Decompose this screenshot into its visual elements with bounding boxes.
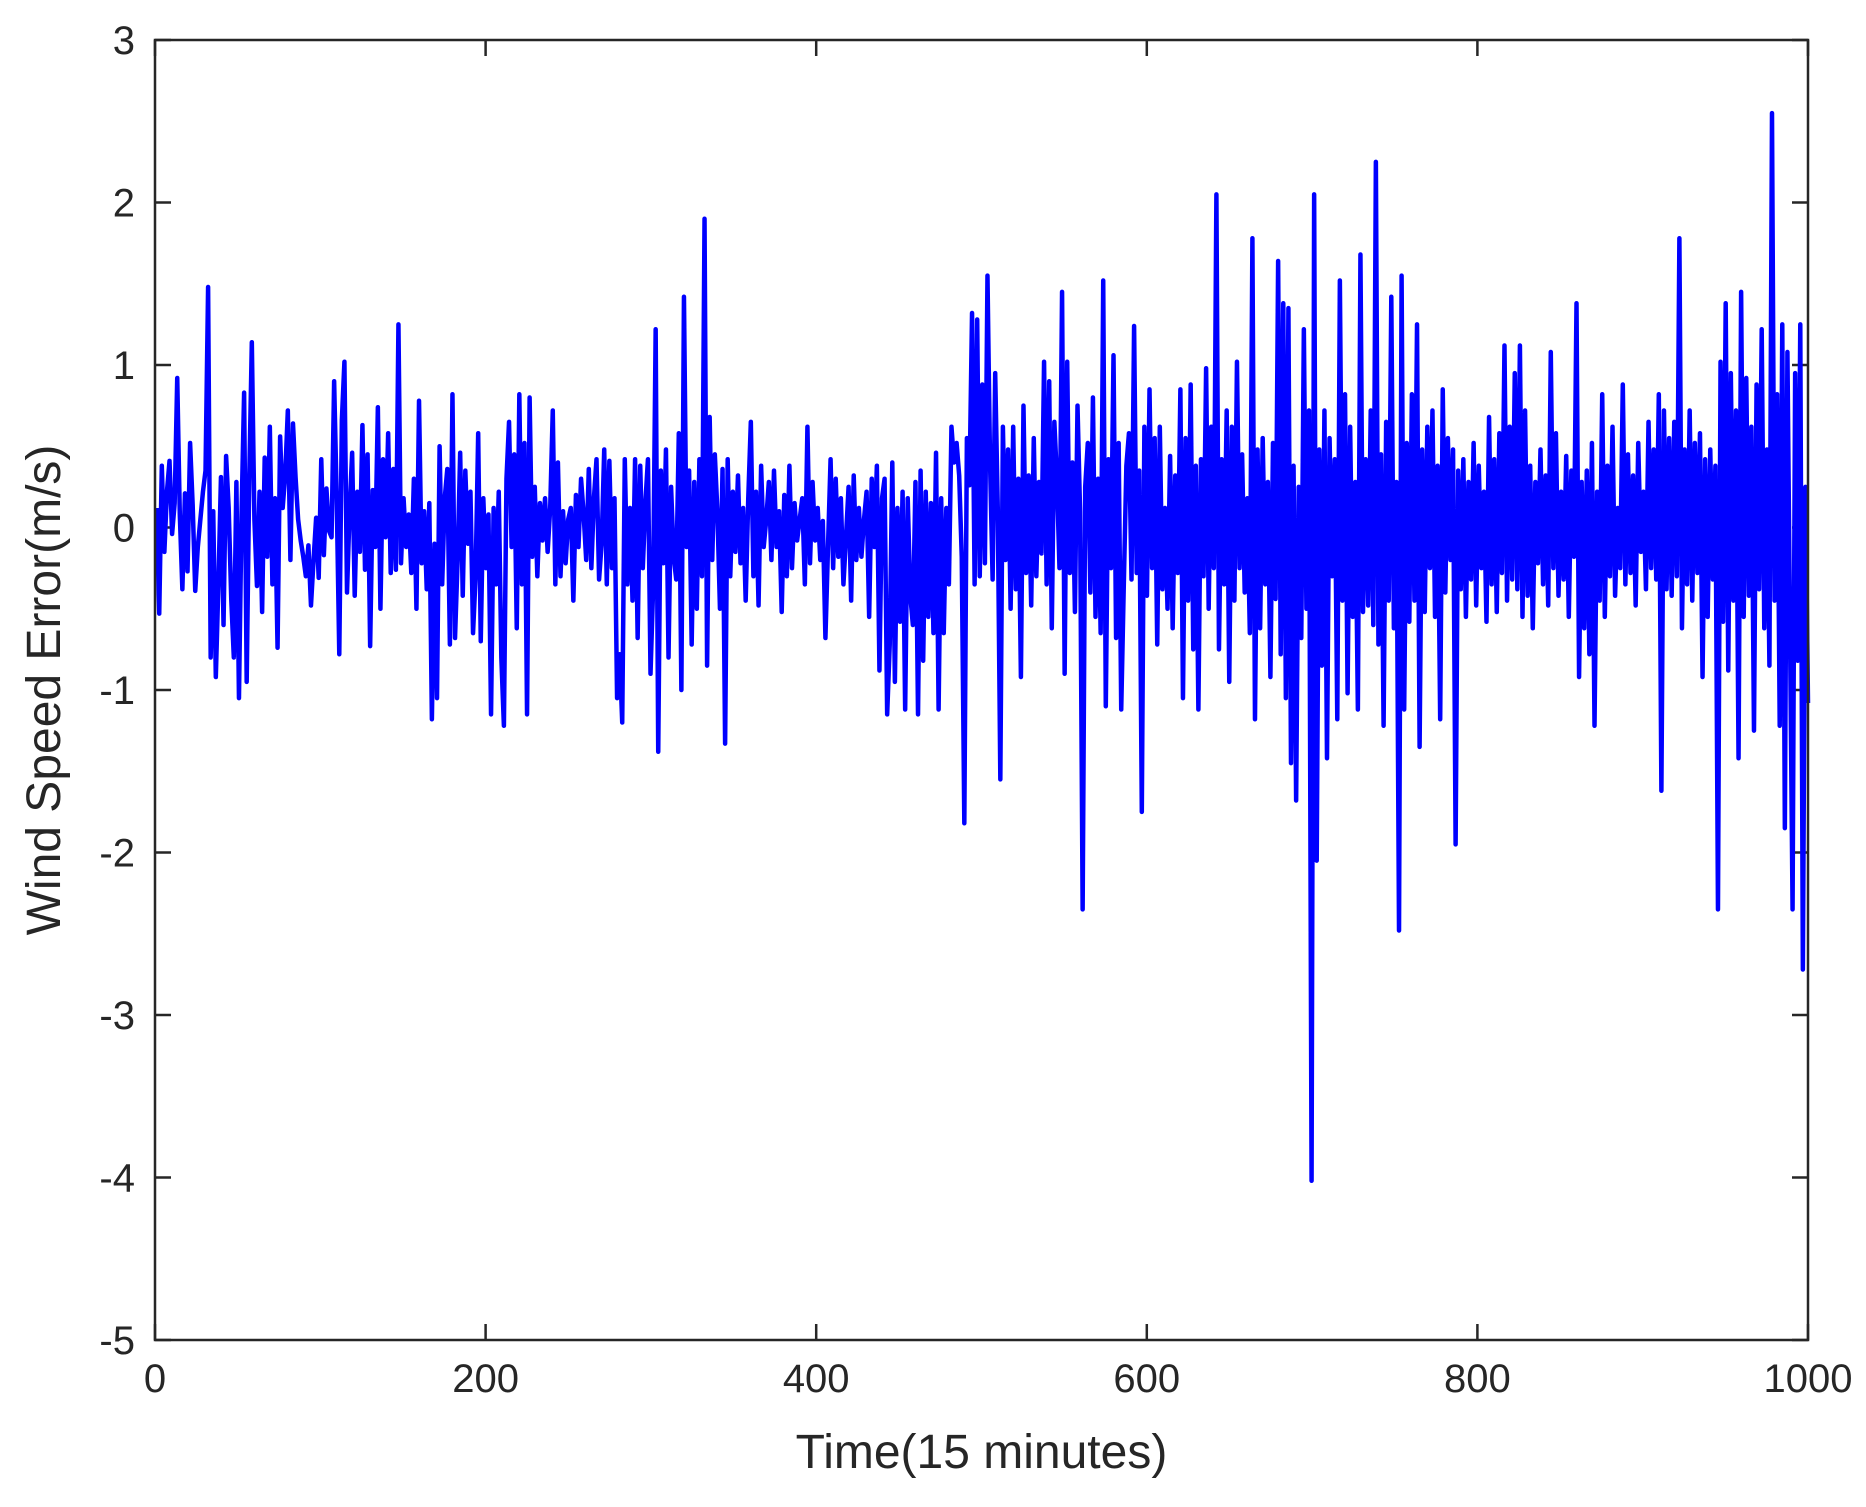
- y-tick-label: 2: [113, 182, 135, 226]
- y-tick-label: 3: [113, 19, 135, 63]
- y-axis-title: Wind Speed Error(m/s): [18, 445, 71, 936]
- x-tick-label: 800: [1444, 1357, 1511, 1401]
- y-tick-label: -2: [99, 832, 135, 876]
- x-axis-title: Time(15 minutes): [796, 1426, 1168, 1479]
- x-tick-label: 600: [1113, 1357, 1180, 1401]
- y-tick-label: 0: [113, 507, 135, 551]
- x-tick-label: 0: [144, 1357, 166, 1401]
- x-tick-label: 200: [452, 1357, 519, 1401]
- x-tick-label: 400: [783, 1357, 850, 1401]
- series-line: [154, 110, 1811, 1183]
- y-tick-label: -4: [99, 1157, 135, 1201]
- y-axis-ticks: -5 -4 -3 -2 -1 0 1 2 3: [99, 19, 1808, 1363]
- y-tick-label: 1: [113, 344, 135, 388]
- y-tick-label: -3: [99, 994, 135, 1038]
- y-tick-label: -5: [99, 1319, 135, 1363]
- series-layer: [154, 110, 1811, 1183]
- x-axis-ticks: 0 200 400 600 800 1000: [144, 40, 1853, 1401]
- y-tick-label: -1: [99, 669, 135, 713]
- plot-area-frame: [153, 38, 1810, 1342]
- x-tick-label: 1000: [1764, 1357, 1853, 1401]
